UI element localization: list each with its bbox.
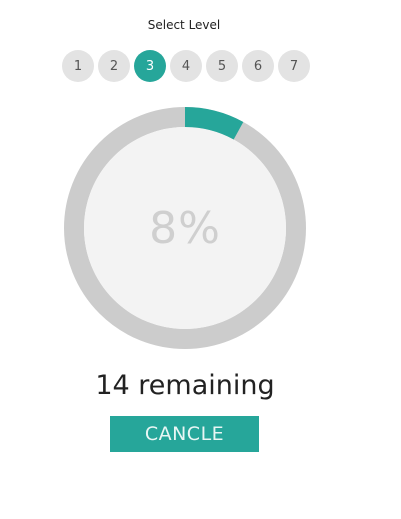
progress-ring-fill	[64, 107, 306, 349]
level-button-1[interactable]: 1	[62, 50, 94, 82]
progress-ring-graphic	[64, 107, 306, 349]
level-button-3[interactable]: 3	[134, 50, 166, 82]
progress-ring: 8%	[64, 107, 306, 349]
level-button-6[interactable]: 6	[242, 50, 274, 82]
level-button-4[interactable]: 4	[170, 50, 202, 82]
progress-percent-label: 8%	[149, 202, 221, 254]
select-level-label: Select Level	[147, 18, 221, 32]
progress-ring-inner	[84, 127, 286, 329]
level-selector: 1 2 3 4 5 6 7	[62, 50, 310, 82]
cancel-button[interactable]: CANCLE	[110, 416, 259, 452]
remaining-count-text: 14 remaining	[95, 370, 275, 401]
level-button-2[interactable]: 2	[98, 50, 130, 82]
level-button-5[interactable]: 5	[206, 50, 238, 82]
level-button-7[interactable]: 7	[278, 50, 310, 82]
